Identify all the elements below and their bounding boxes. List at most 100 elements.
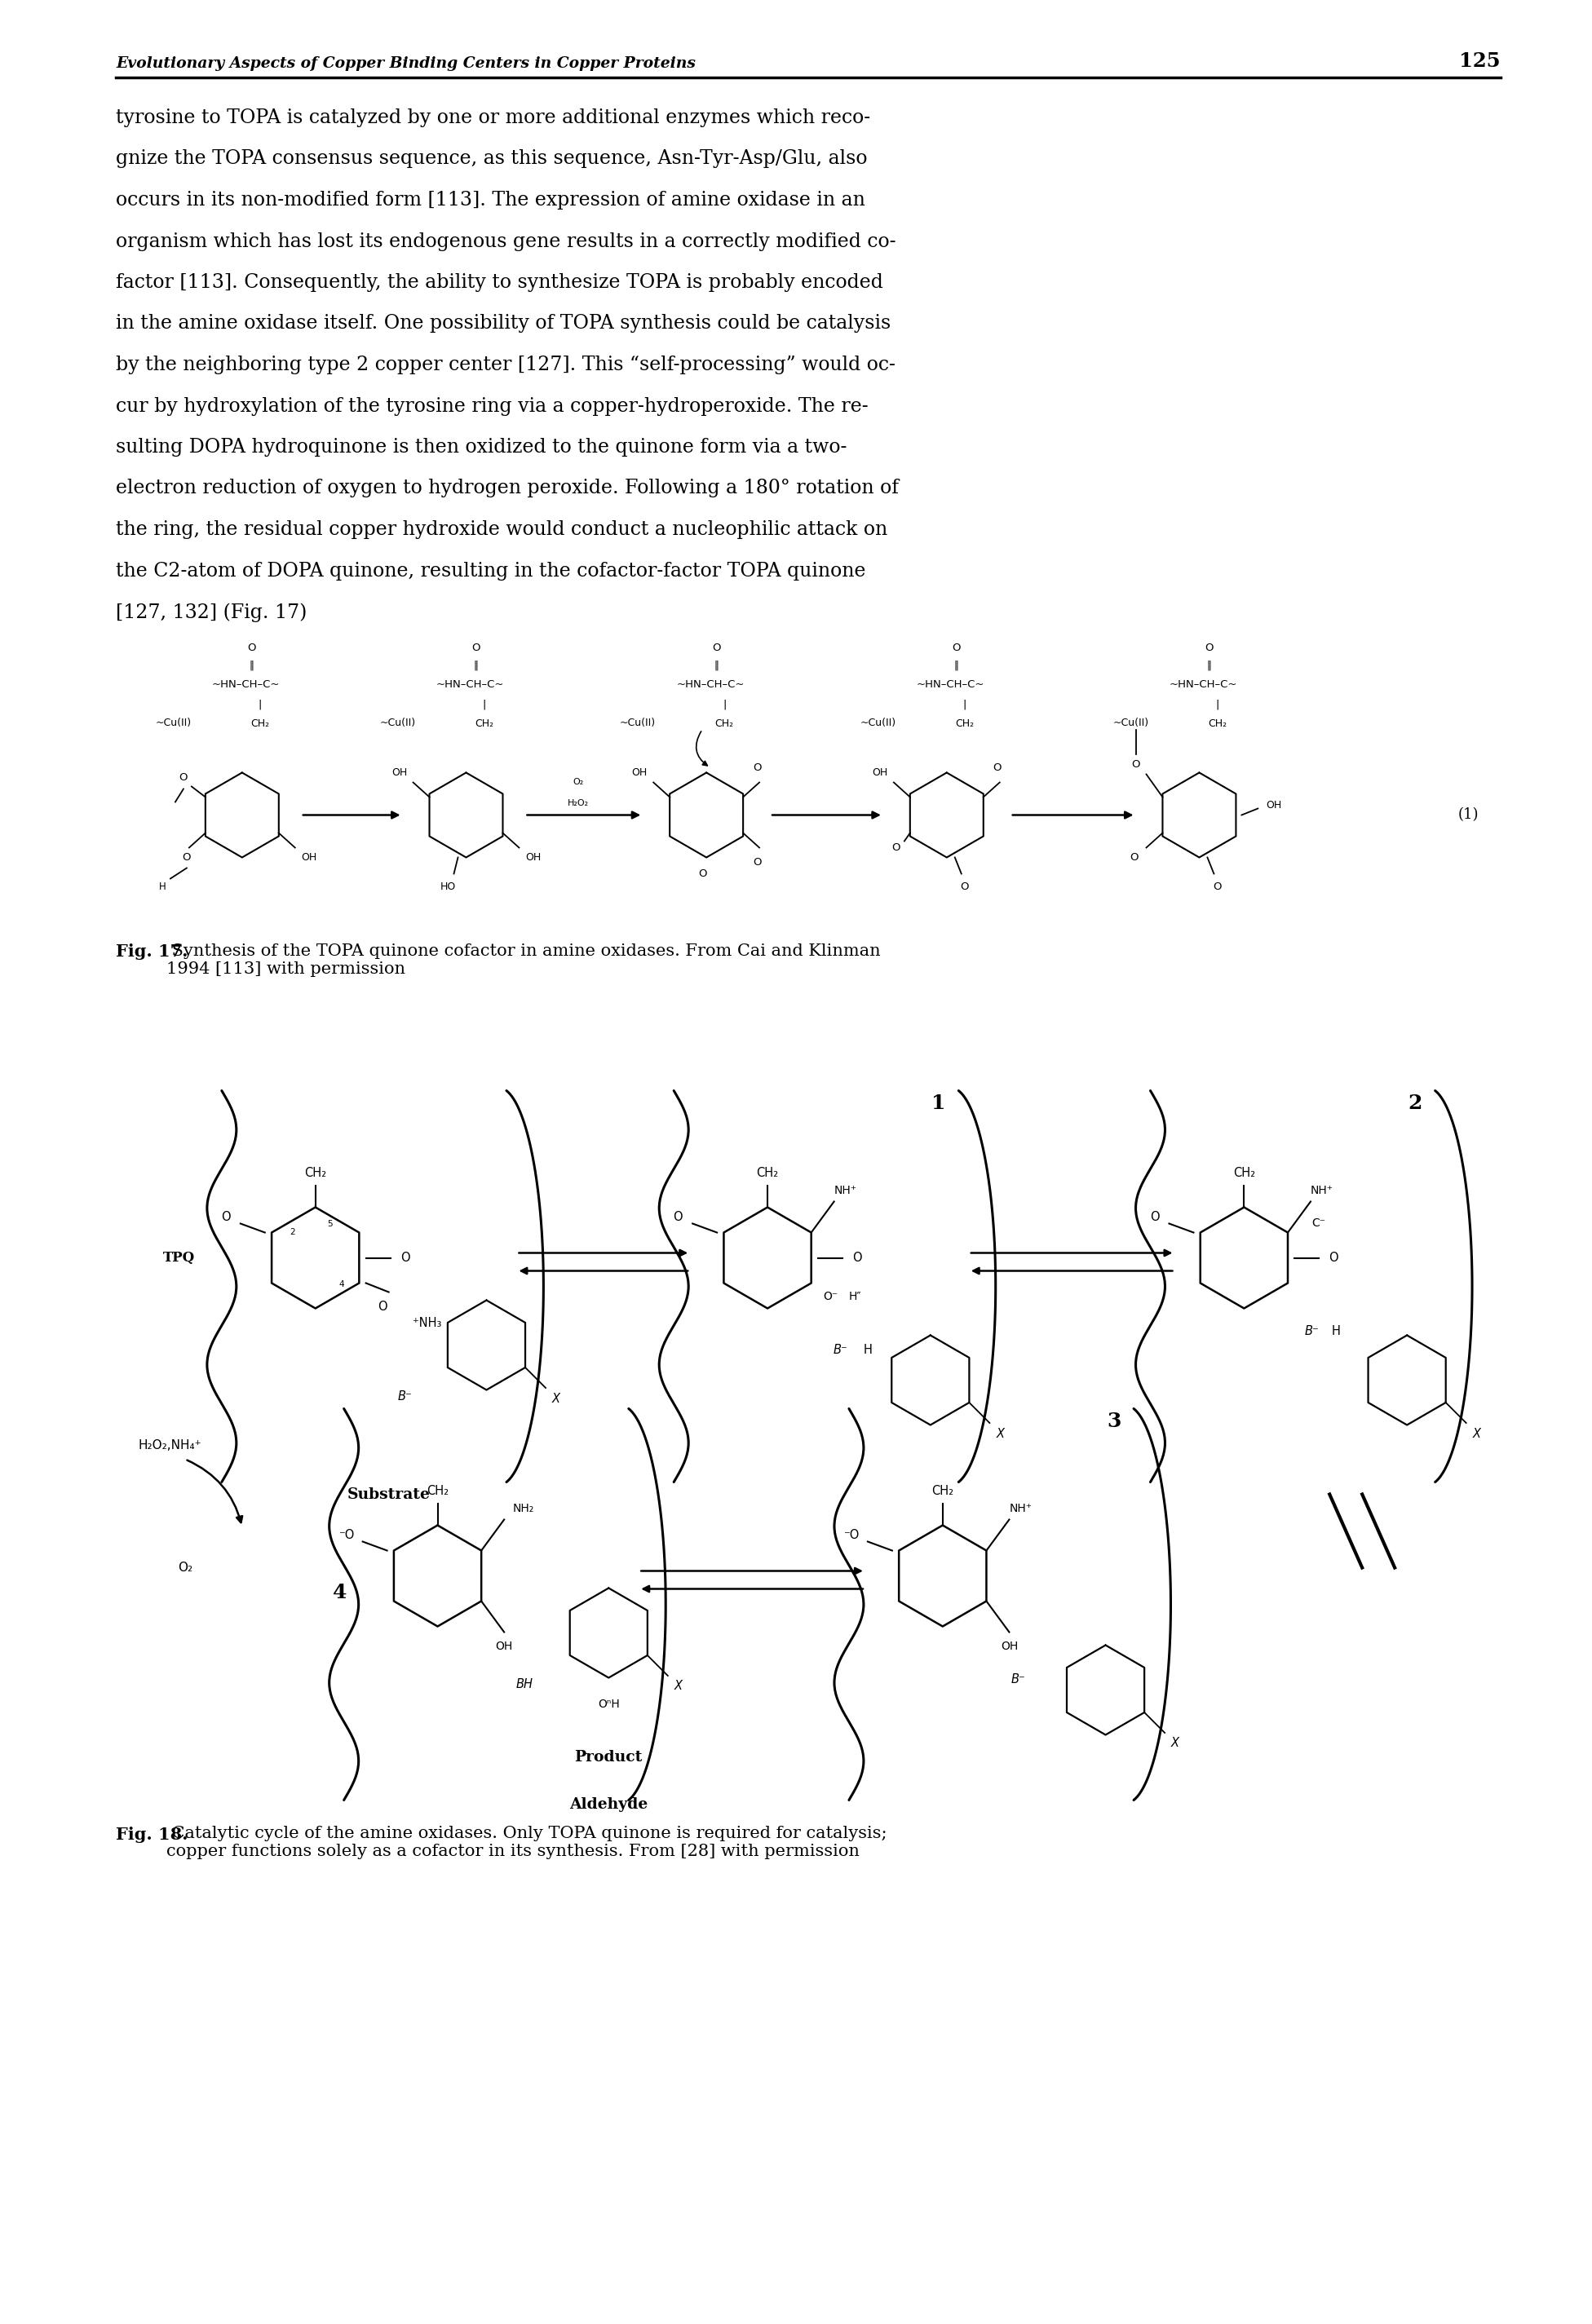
Text: TPQ: TPQ (164, 1250, 196, 1264)
Text: ~HN–CH–C~: ~HN–CH–C~ (677, 679, 745, 690)
Text: H: H (1331, 1325, 1340, 1336)
Text: CH₂: CH₂ (1232, 1167, 1254, 1178)
Text: the C2-atom of DOPA quinone, resulting in the cofactor-factor TOPA quinone: the C2-atom of DOPA quinone, resulting i… (116, 562, 866, 581)
Text: ~HN–CH–C~: ~HN–CH–C~ (212, 679, 280, 690)
Text: ‖: ‖ (713, 660, 718, 669)
Text: X: X (997, 1427, 1005, 1439)
Text: OH: OH (495, 1641, 513, 1652)
Text: (1): (1) (1458, 809, 1479, 823)
Text: 4: 4 (333, 1583, 347, 1601)
Text: O: O (248, 641, 256, 653)
Text: ⁻O: ⁻O (339, 1529, 355, 1541)
Text: ~HN–CH–C~: ~HN–CH–C~ (1169, 679, 1237, 690)
Text: tyrosine to TOPA is catalyzed by one or more additional enzymes which reco-: tyrosine to TOPA is catalyzed by one or … (116, 109, 871, 128)
Text: gnize the TOPA consensus sequence, as this sequence, Asn-Tyr-Asp/Glu, also: gnize the TOPA consensus sequence, as th… (116, 149, 868, 167)
Text: CH₂: CH₂ (304, 1167, 326, 1178)
Text: H″: H″ (849, 1290, 861, 1301)
Text: B⁻: B⁻ (1011, 1673, 1025, 1685)
Text: O: O (697, 869, 707, 878)
Text: Synthesis of the TOPA quinone cofactor in amine oxidases. From Cai and Klinman
1: Synthesis of the TOPA quinone cofactor i… (167, 944, 880, 976)
Text: CH₂: CH₂ (474, 718, 494, 730)
Text: NH⁺: NH⁺ (1310, 1185, 1334, 1197)
Text: the ring, the residual copper hydroxide would conduct a nucleophilic attack on: the ring, the residual copper hydroxide … (116, 521, 888, 539)
Text: OH: OH (525, 853, 541, 862)
Text: OH: OH (392, 767, 408, 779)
Text: O: O (753, 762, 761, 774)
Text: electron reduction of oxygen to hydrogen peroxide. Following a 180° rotation of: electron reduction of oxygen to hydrogen… (116, 479, 899, 497)
Text: O: O (377, 1301, 387, 1313)
Text: sulting DOPA hydroquinone is then oxidized to the quinone form via a two-: sulting DOPA hydroquinone is then oxidiz… (116, 437, 847, 456)
Text: B⁻: B⁻ (834, 1343, 849, 1357)
Text: O: O (892, 841, 901, 853)
Text: Fig. 18.: Fig. 18. (116, 1827, 188, 1843)
Text: CH₂: CH₂ (250, 718, 269, 730)
Text: CH₂: CH₂ (756, 1167, 778, 1178)
Text: O: O (221, 1211, 231, 1222)
Text: O: O (1132, 760, 1140, 769)
Text: NH⁺: NH⁺ (834, 1185, 856, 1197)
Text: |: | (1215, 700, 1219, 711)
Text: Catalytic cycle of the amine oxidases. Only TOPA quinone is required for catalys: Catalytic cycle of the amine oxidases. O… (167, 1827, 887, 1859)
Text: 5: 5 (328, 1220, 333, 1227)
Text: H: H (863, 1343, 872, 1357)
Text: CH₂: CH₂ (1208, 718, 1226, 730)
Text: O: O (400, 1253, 409, 1264)
Text: O: O (1130, 853, 1138, 862)
Text: CH₂: CH₂ (715, 718, 734, 730)
Text: O: O (1205, 641, 1213, 653)
Text: O: O (1213, 881, 1221, 892)
Text: 125: 125 (1460, 51, 1501, 72)
Text: |: | (482, 700, 486, 711)
Text: X: X (1473, 1427, 1481, 1439)
Text: O: O (993, 762, 1001, 774)
Text: O: O (960, 881, 970, 892)
Text: ‖: ‖ (954, 660, 958, 669)
Text: in the amine oxidase itself. One possibility of TOPA synthesis could be catalysi: in the amine oxidase itself. One possibi… (116, 314, 892, 332)
Text: O: O (753, 858, 761, 867)
Text: X: X (552, 1392, 560, 1404)
Text: Substrate: Substrate (347, 1487, 430, 1501)
Text: Fig. 17.: Fig. 17. (116, 944, 188, 960)
Text: |: | (258, 700, 261, 711)
Text: |: | (723, 700, 726, 711)
Text: ‖: ‖ (473, 660, 478, 669)
Text: 2: 2 (290, 1227, 295, 1236)
Text: 1: 1 (931, 1092, 946, 1113)
Text: C⁻: C⁻ (1312, 1218, 1326, 1229)
Text: organism which has lost its endogenous gene results in a correctly modified co-: organism which has lost its endogenous g… (116, 232, 896, 251)
Text: HO: HO (441, 881, 455, 892)
Text: Aldehyde: Aldehyde (570, 1796, 648, 1810)
Text: 2: 2 (1407, 1092, 1422, 1113)
Text: ⁻O: ⁻O (844, 1529, 860, 1541)
Text: CH₂: CH₂ (931, 1485, 954, 1497)
Text: H₂O₂: H₂O₂ (567, 799, 589, 806)
Text: OH: OH (301, 853, 317, 862)
Text: occurs in its non-modified form [113]. The expression of amine oxidase in an: occurs in its non-modified form [113]. T… (116, 191, 864, 209)
Text: ~Cu(II): ~Cu(II) (156, 718, 191, 727)
Text: OH: OH (872, 767, 888, 779)
Text: OⁿH: OⁿH (597, 1699, 619, 1710)
Text: [127, 132] (Fig. 17): [127, 132] (Fig. 17) (116, 602, 307, 623)
Text: B⁻: B⁻ (1304, 1325, 1318, 1336)
Text: O: O (1149, 1211, 1159, 1222)
Text: 3: 3 (1106, 1411, 1121, 1432)
Text: B⁻: B⁻ (398, 1390, 412, 1404)
Text: O: O (471, 641, 481, 653)
Text: NH⁺: NH⁺ (1009, 1501, 1032, 1513)
Text: O: O (673, 1211, 683, 1222)
Text: Product: Product (575, 1750, 643, 1764)
Text: OH: OH (1266, 799, 1282, 811)
Text: CH₂: CH₂ (427, 1485, 449, 1497)
Text: O⁻: O⁻ (823, 1290, 837, 1301)
Text: O: O (712, 641, 721, 653)
Text: ⁺NH₃: ⁺NH₃ (412, 1318, 441, 1329)
Text: O: O (852, 1253, 861, 1264)
Text: ~Cu(II): ~Cu(II) (379, 718, 416, 727)
Text: O: O (183, 853, 191, 862)
Text: H₂O₂,NH₄⁺: H₂O₂,NH₄⁺ (139, 1439, 202, 1452)
Text: O₂: O₂ (178, 1562, 193, 1573)
Text: ~Cu(II): ~Cu(II) (860, 718, 896, 727)
Text: ~HN–CH–C~: ~HN–CH–C~ (917, 679, 985, 690)
Text: factor [113]. Consequently, the ability to synthesize TOPA is probably encoded: factor [113]. Consequently, the ability … (116, 274, 884, 293)
Text: X: X (675, 1680, 683, 1692)
